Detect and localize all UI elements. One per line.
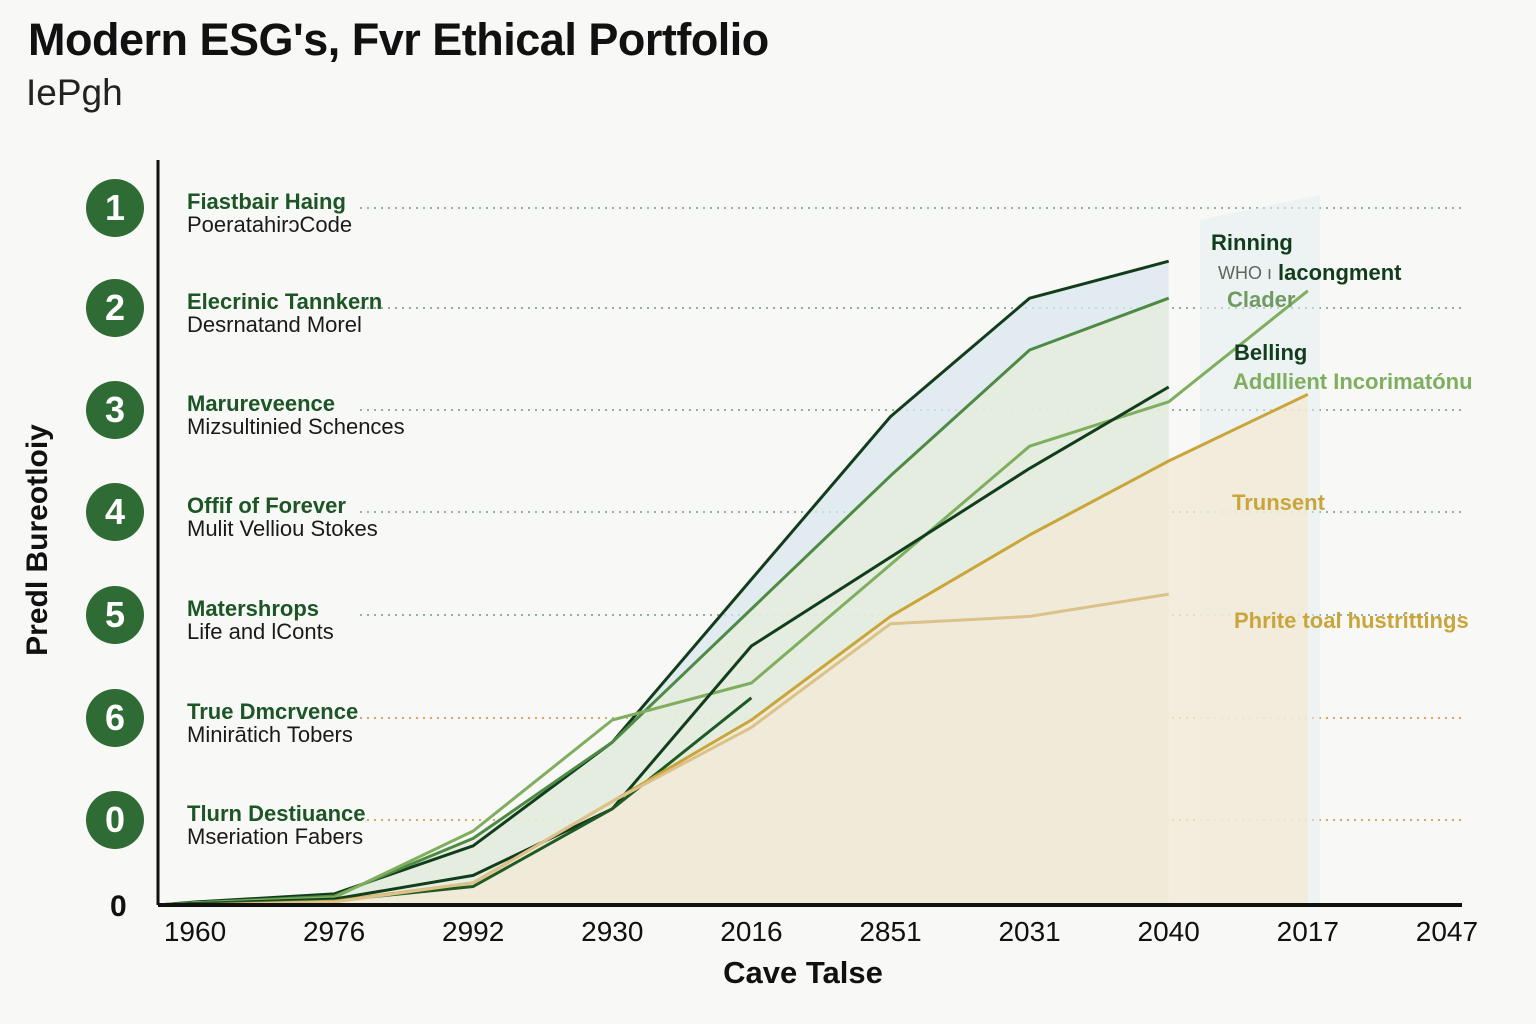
row-number-badge: 5 [86,586,144,644]
row-number-badge: 6 [86,689,144,747]
series-area-5 [158,394,1308,905]
row-number-badge: 3 [86,381,144,439]
x-tick-label: 2031 [998,916,1061,947]
x-tick-label: 2851 [859,916,922,947]
x-tick-label: 2016 [720,916,783,947]
x-tick-label: 2976 [302,916,366,947]
x-tick-label: 2047 [1415,916,1479,947]
x-tick-label: 2040 [1137,916,1200,947]
row-subtitle: Life and lConts [187,619,334,644]
row-subtitle: Mseriation Fabers [187,824,364,849]
row-number-badge: 1 [86,179,144,237]
row-subtitle: PoeratahirɔCode [187,212,353,237]
annotation-rinning: Rinning [1211,230,1293,255]
row-title: Tlurn Destiuance [187,801,366,826]
chart-subtitle: IePgh [26,72,123,113]
y-axis-label: Predl Bureotloiy [21,424,54,656]
row-title: Fiastbair Haing [187,189,346,214]
row-subtitle: Mulit Velliou Stokes [187,516,378,541]
x-tick-label: 2930 [581,916,644,947]
x-tick-label: 2017 [1276,916,1339,947]
x-tick-label: 1960 [163,916,227,947]
row-title: True Dmcrvence [187,699,359,724]
row-title: Offif of Forever [187,493,346,518]
row-subtitle: Mizsultinied Schences [187,414,405,439]
x-axis-label: Cave Talse [723,955,883,990]
annotation-belling: Belling [1234,340,1308,365]
annotation-clader: Clader [1227,287,1296,312]
x-tick-label: 2992 [442,916,505,947]
annotation-addllient: Addllient Incorimatónu [1233,369,1473,394]
annotation-phrite: Phrite toal hustrittings [1234,608,1469,633]
annotation-who: WHO ı [1218,263,1272,283]
row-subtitle: Desrnatand Morel [187,312,362,337]
row-number-badge: 2 [86,279,144,337]
annotation-lacongment: lacongment [1278,260,1402,285]
y-tick-label: 0 [110,890,127,923]
chart-title: Modern ESG's, Fvr Ethical Portfolio [28,14,769,65]
annotation-trunsent: Trunsent [1232,490,1325,515]
row-title: Elecrinic Tannkern [187,289,383,314]
row-title: Matershrops [187,596,320,621]
row-number-badge: 0 [86,791,144,849]
row-subtitle: Minirātich Tobers [187,722,353,747]
row-number-badge: 4 [86,483,144,541]
row-title: Marureveence [187,391,335,416]
